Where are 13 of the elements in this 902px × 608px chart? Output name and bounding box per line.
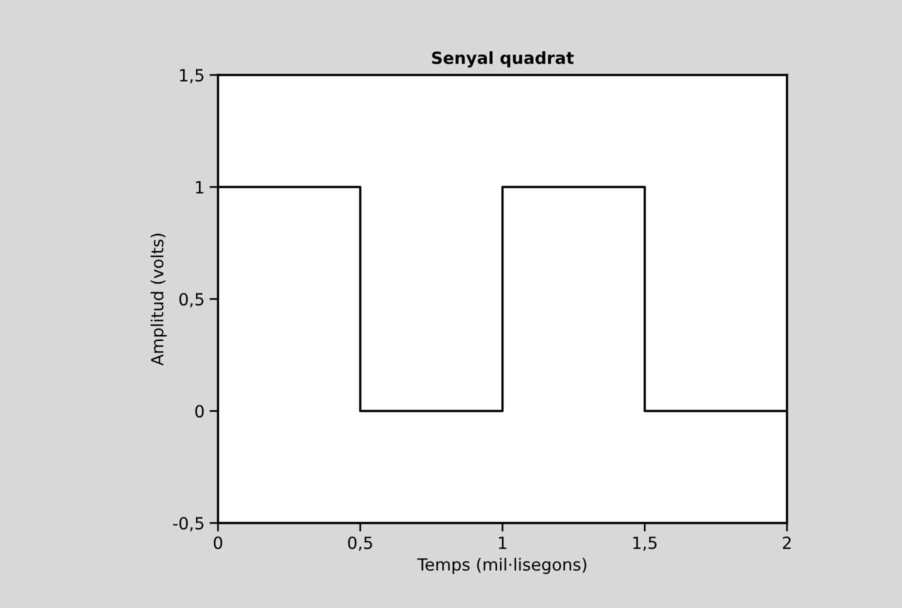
x-tick-label: 2 — [782, 536, 791, 549]
x-tick-label: 0,5 — [348, 536, 372, 551]
x-tick-label: 1 — [499, 536, 506, 549]
y-tick-label: -0,5 — [173, 516, 204, 532]
y-axis-title: Amplitud (volts) — [150, 234, 167, 366]
x-tick-label: 0 — [214, 536, 222, 550]
y-tick-label: 0,5 — [179, 292, 204, 308]
y-tick-label: 0 — [195, 404, 204, 418]
y-tick-label: 1 — [196, 181, 204, 194]
x-tick-label: 1,5 — [633, 536, 657, 551]
x-axis-title: Temps (mil·lisegons) — [417, 558, 586, 574]
chart-title: Senyal quadrat — [432, 51, 574, 68]
y-tick-label: 1,5 — [180, 69, 204, 84]
